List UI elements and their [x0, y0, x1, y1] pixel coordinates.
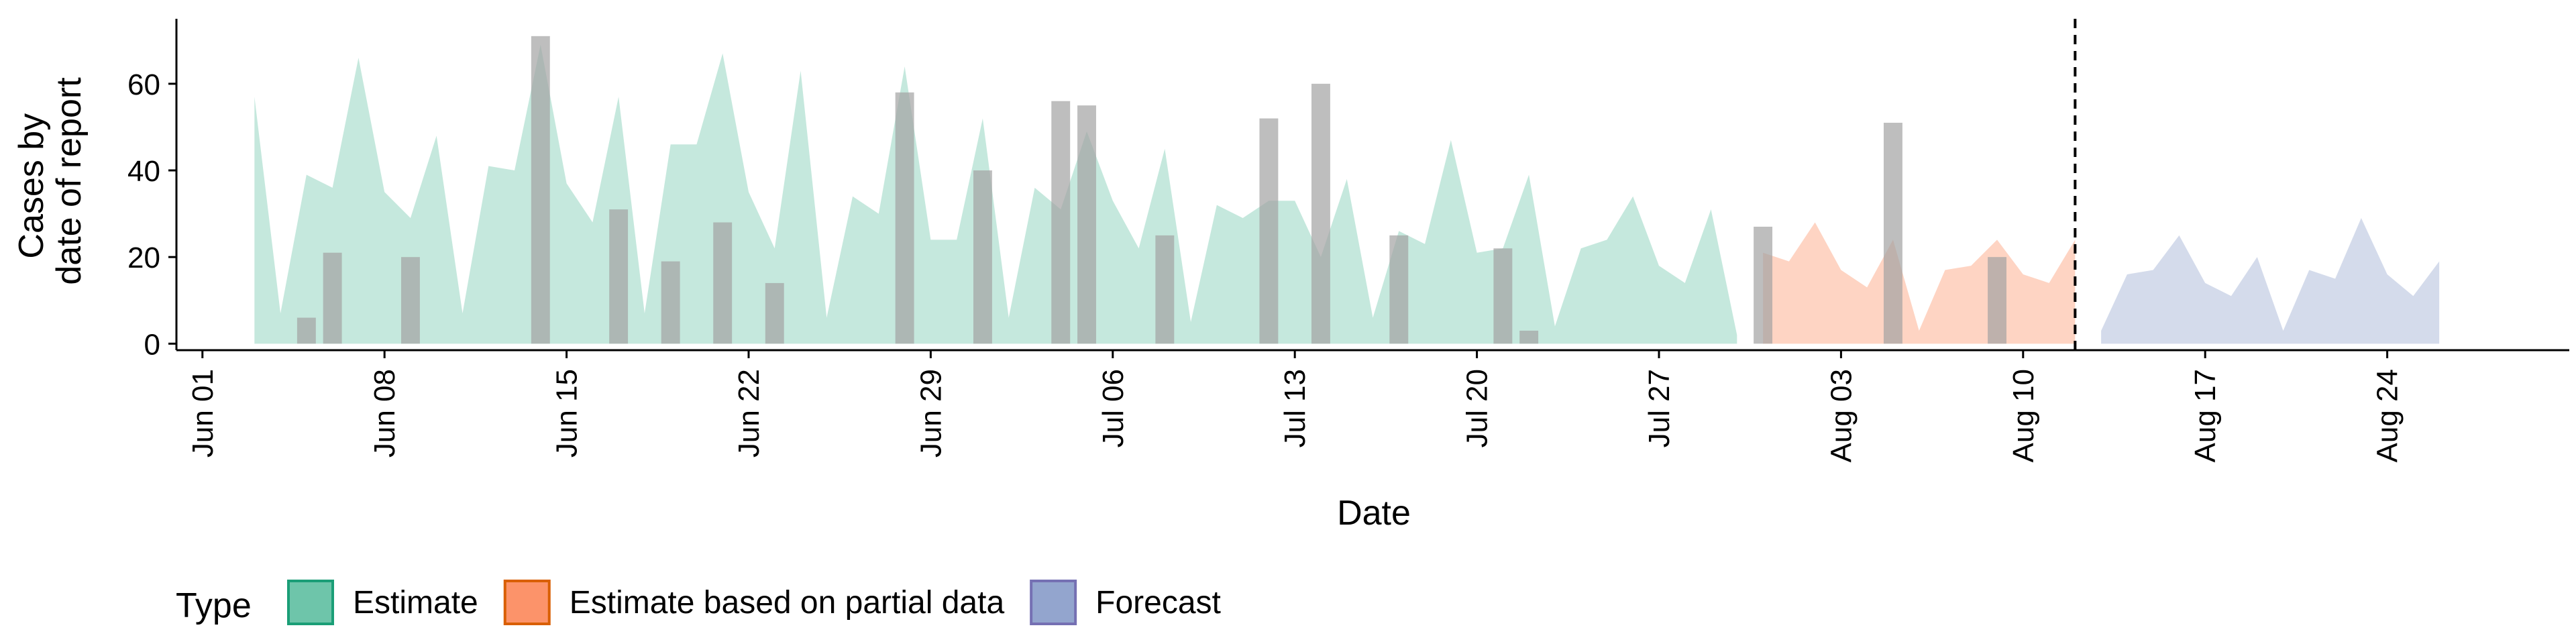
observed-bar	[323, 252, 342, 344]
observed-bar	[400, 257, 420, 344]
y-axis-title-line-1: Cases by	[12, 113, 51, 259]
observed-bar	[1051, 101, 1071, 344]
x-tick-label: Jul 20	[1461, 369, 1494, 447]
legend-key-2	[503, 580, 551, 625]
x-tick-label: Jun 08	[368, 369, 401, 458]
observed-bar	[1883, 122, 1902, 344]
observed-bar	[1311, 83, 1330, 344]
x-ticks: Jun 01 Jun 08 Jun 15 Jun 22 Jun 29 Jul 06 Jul …	[186, 350, 2404, 462]
x-tick-label: Jun 22	[733, 369, 765, 458]
series-areas	[254, 44, 2440, 344]
legend-label-3: Forecast	[1095, 585, 1221, 621]
y-tick-label: 60	[127, 68, 160, 101]
y-ticks: 0 20 40 60	[127, 68, 176, 361]
x-tick-label: Jun 29	[914, 369, 947, 458]
x-axis-title: Date	[1337, 494, 1411, 533]
observed-bar	[1155, 235, 1175, 344]
observed-bar	[765, 282, 784, 344]
y-tick-label: 40	[127, 155, 160, 188]
observed-bar	[895, 92, 914, 344]
x-tick-label: Aug 10	[2007, 369, 2040, 462]
y-axis-title-line-2: date of report	[50, 77, 89, 285]
x-tick-label: Aug 03	[1825, 369, 1858, 462]
observed-bar	[1389, 235, 1409, 344]
y-tick-label: 20	[127, 241, 160, 274]
observed-bar	[973, 170, 992, 344]
area-series-2	[1763, 222, 2076, 344]
observed-bar	[1493, 248, 1513, 344]
area-series-3	[2101, 218, 2440, 344]
observed-bar	[1259, 118, 1279, 344]
legend-label-1: Estimate	[353, 585, 478, 621]
x-tick-label: Aug 17	[2189, 369, 2222, 462]
area-series-1	[254, 44, 1737, 344]
observed-bar	[1754, 226, 1773, 344]
y-axis-title: Cases by date of report	[12, 77, 89, 285]
observed-bar	[1077, 105, 1096, 344]
legend-key-1	[287, 580, 334, 625]
x-tick-label: Jul 06	[1097, 369, 1130, 447]
observed-bar	[713, 222, 733, 344]
x-tick-label: Jun 01	[186, 369, 219, 458]
observed-bars	[297, 36, 2006, 344]
x-tick-label: Jul 13	[1279, 369, 1311, 447]
observed-bar	[531, 36, 550, 344]
legend-label-2: Estimate based on partial data	[570, 585, 1005, 621]
y-tick-label: 0	[144, 328, 160, 361]
legend-title: Type	[176, 586, 252, 625]
observed-bar	[1988, 257, 2006, 344]
axes	[175, 19, 2569, 352]
x-tick-label: Jun 15	[551, 369, 584, 458]
x-tick-label: Jul 27	[1643, 369, 1676, 447]
observed-bar	[1519, 330, 1539, 344]
observed-bar	[661, 261, 680, 344]
observed-bar	[609, 209, 629, 344]
legend-key-3	[1030, 580, 1077, 625]
observed-bar	[297, 317, 316, 344]
legend: Type Estimate Estimate based on partial d…	[176, 580, 1221, 625]
x-tick-label: Aug 24	[2371, 369, 2404, 462]
